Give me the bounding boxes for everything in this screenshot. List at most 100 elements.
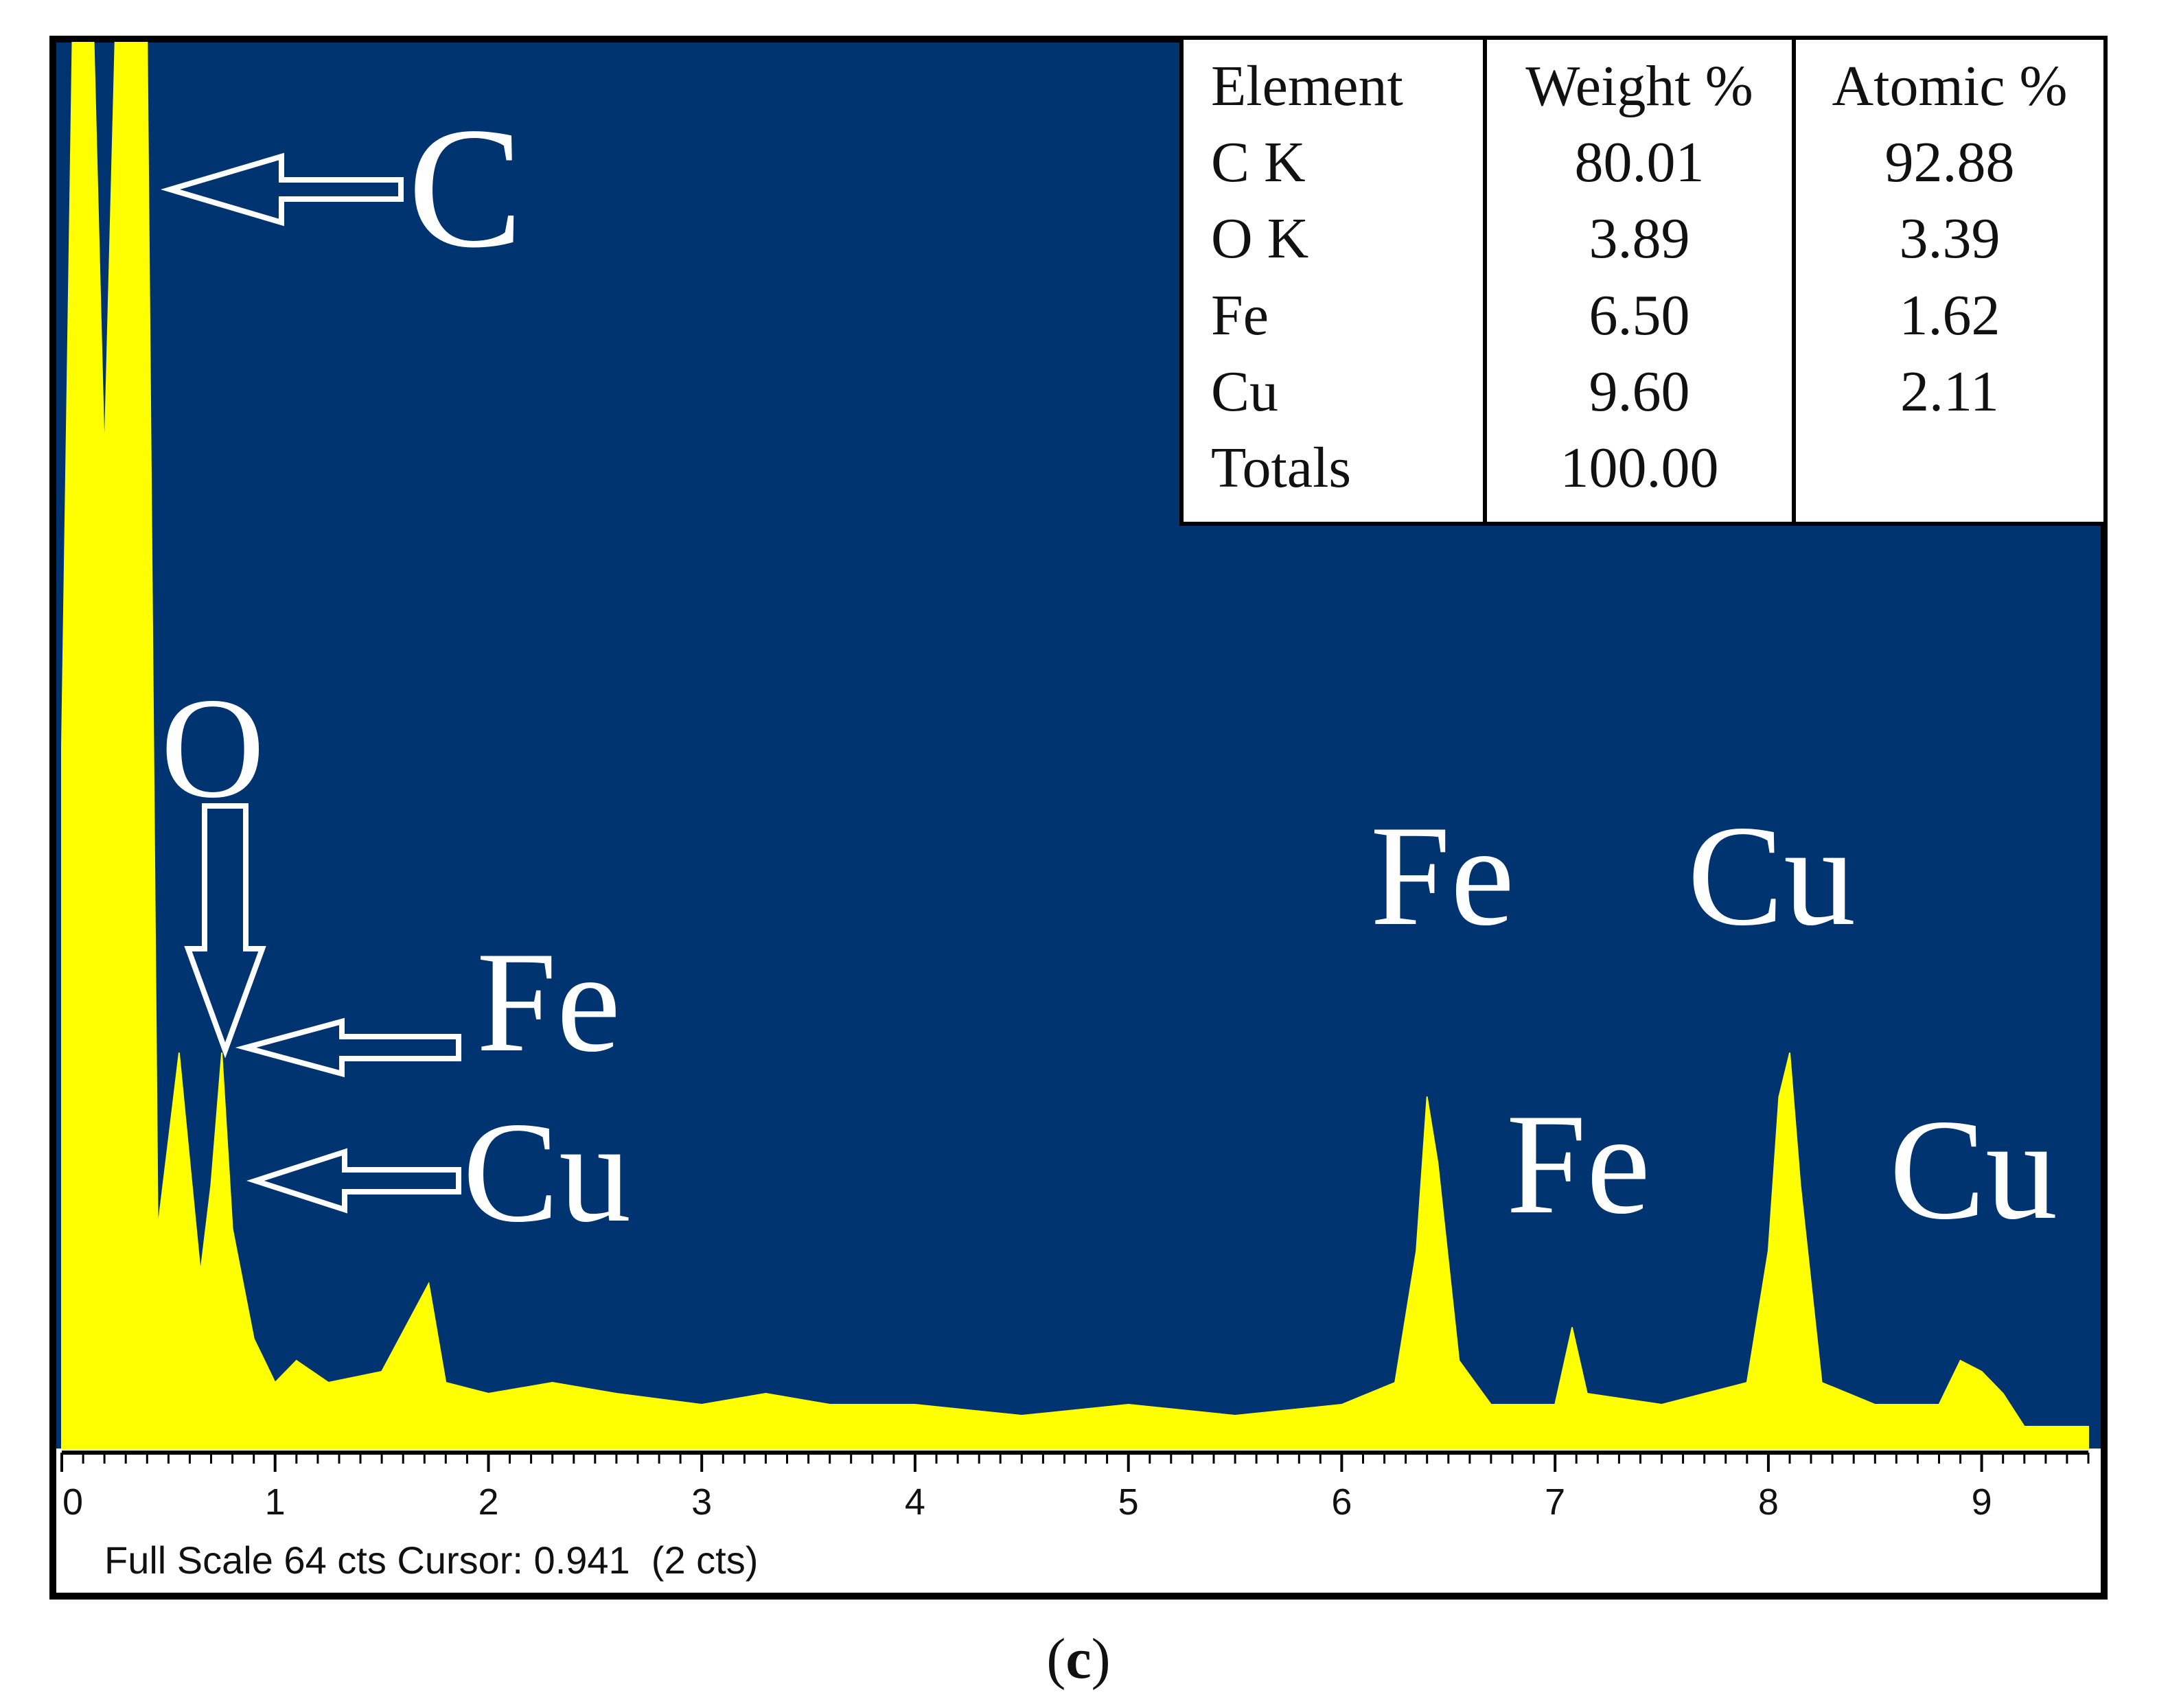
spectrum-point-52 [2002,1393,2004,1394]
cell-weight: 6.50 [1485,277,1796,354]
spectrum-point-5 [146,42,148,43]
spectrum-series [61,42,2089,1449]
spectrum-point-34 [1426,1096,1428,1098]
spectrum-point-48 [1874,1404,1876,1405]
spectrum-point-42 [1746,1382,1748,1383]
spectrum-point-19 [428,1283,430,1284]
spectrum-point-3 [104,459,106,461]
spectrum-point-38 [1554,1404,1556,1405]
spectrum-point-28 [1021,1415,1023,1416]
cell-weight: 3.89 [1485,200,1796,277]
spectrum-point-27 [914,1404,916,1405]
cell-element: O K [1181,200,1487,277]
arrow-o [184,803,266,1059]
header-element: Element [1181,38,1487,125]
x-tick-label: 1 [265,1481,286,1523]
spectrum-point-54 [2088,1426,2089,1427]
label-fe-kb: Fe [1506,1085,1650,1244]
spectrum-point-33 [1416,1250,1418,1251]
spectrum-layer [61,42,2089,1449]
spectrum-point-53 [2023,1426,2025,1427]
spectrum-point-31 [1341,1404,1343,1405]
spectrum-point-30 [1234,1415,1236,1416]
x-tick-label: 8 [1758,1481,1779,1523]
spectrum-point-24 [701,1404,703,1405]
peak-labels: C O Fe Cu Fe Cu Fe Cu [161,91,2057,1252]
spectrum-point-7 [168,1140,170,1142]
x-tick-label: 2 [478,1481,498,1523]
cell-atomic: 3.39 [1899,207,2000,271]
label-fe-ka: Fe [1370,796,1514,956]
arrow-fe-low [235,1017,461,1078]
x-tick-label: 6 [1331,1481,1352,1523]
x-tick-label: 9 [1972,1481,1992,1523]
spectrum-point-29 [1127,1404,1129,1405]
cell-atomic [1794,430,2106,524]
spectrum-point-47 [1821,1382,1823,1383]
spectrum-point-22 [551,1382,553,1383]
spectrum-point-2 [93,42,95,43]
label-cu-ka: Cu [1687,796,1856,956]
cell-weight: 80.01 [1485,124,1796,201]
spectrum-point-23 [615,1393,617,1394]
header-atomic: Atomic % [1832,54,2068,118]
x-tick-label: 5 [1118,1481,1139,1523]
spectrum-point-40 [1586,1393,1588,1394]
spectrum-point-50 [1959,1360,1961,1361]
x-tick-label: 0 [62,1481,83,1523]
spectrum-point-25 [765,1393,767,1394]
spectrum-point-32 [1394,1382,1396,1383]
spectrum-point-39 [1571,1327,1573,1328]
spectrum-point-11 [210,1184,212,1186]
header-weight: Weight % [1485,38,1796,125]
cell-weight: 100.00 [1485,430,1796,524]
panel-close: ) [1091,1627,1111,1691]
spectrum-point-4 [114,42,116,43]
label-fe-low: Fe [476,923,621,1082]
table-row: Totals 100.00 [1181,430,2106,524]
spectrum-point-36 [1458,1360,1460,1361]
spectrum-point-15 [274,1382,276,1383]
spectrum-point-17 [327,1382,330,1383]
cell-atomic: 2.11 [1900,359,1999,424]
spectrum-point-12 [221,1052,223,1054]
spectrum-point-1 [71,42,73,43]
panel-open: ( [1046,1627,1066,1691]
label-o: O [161,669,265,828]
spectrum-point-8 [178,1052,180,1054]
cell-element: Cu [1181,354,1487,430]
cell-atomic: 92.88 [1884,130,2015,195]
table-row: C K 80.01 92.88 [1181,124,2106,201]
spectrum-point-26 [829,1404,831,1405]
spectrum-point-6 [157,1228,159,1230]
cell-element: Totals [1181,430,1487,524]
label-c: C [408,91,523,284]
x-tick-label: 3 [691,1481,712,1523]
spectrum-point-20 [445,1382,447,1383]
spectrum-point-9 [189,1162,191,1164]
spectrum-point-0 [61,745,62,746]
spectrum-point-37 [1490,1404,1492,1405]
panel-letter: c [1065,1627,1092,1691]
spectrum-point-41 [1661,1404,1663,1405]
cell-element: C K [1181,124,1487,201]
cell-element: Fe [1181,277,1487,354]
panel-label: (c) [0,1626,2157,1692]
cell-atomic: 1.62 [1899,283,2000,347]
x-axis: 0 1 2 3 4 5 6 7 8 9 [60,1451,2090,1523]
spectrum-point-46 [1799,1184,1801,1186]
spectrum-point-43 [1767,1250,1769,1251]
x-tick-label: 7 [1545,1481,1565,1523]
cell-weight: 9.60 [1485,354,1796,430]
spectrum-point-49 [1938,1404,1940,1405]
status-readout: Full Scale 64 cts Cursor: 0.941 (2 cts) [104,1538,759,1582]
spectrum-point-18 [381,1371,383,1372]
table-row: Fe 6.50 1.62 [1181,277,2106,354]
arrow-layer [160,152,461,1214]
spectrum-point-10 [200,1272,201,1273]
arrow-c [160,152,404,227]
spectrum-point-16 [295,1360,297,1361]
spectrum-point-51 [1981,1371,1983,1372]
spectrum-point-13 [231,1228,233,1230]
table-row: O K 3.89 3.39 [1181,200,2106,277]
